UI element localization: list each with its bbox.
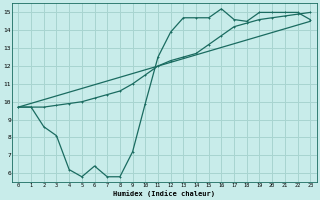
X-axis label: Humidex (Indice chaleur): Humidex (Indice chaleur): [113, 190, 215, 197]
